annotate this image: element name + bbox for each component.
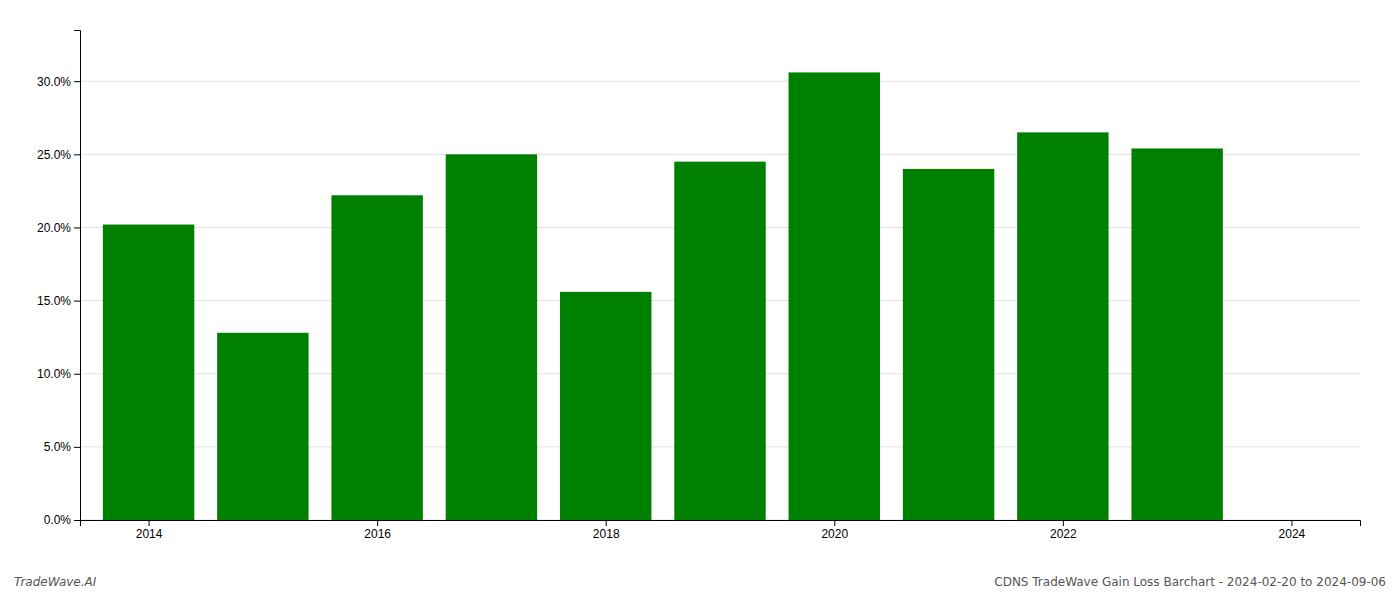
x-tick-label: 2016 — [364, 527, 391, 541]
x-tick-mark — [377, 520, 378, 526]
x-tick-label: 2024 — [1279, 527, 1306, 541]
y-tick-mark — [74, 301, 80, 302]
x-tick-label: 2022 — [1050, 527, 1077, 541]
y-tick-label: 10.0% — [37, 367, 71, 381]
bar — [903, 169, 994, 520]
x-tick: 2020 — [821, 520, 848, 541]
y-tick-mark — [74, 227, 80, 228]
bar — [331, 195, 422, 520]
x-tick: 2022 — [1050, 520, 1077, 541]
x-tick-label: 2014 — [136, 527, 163, 541]
x-tick: 2024 — [1279, 520, 1306, 541]
x-tick: 2018 — [593, 520, 620, 541]
footer-left: TradeWave.AI — [14, 575, 97, 589]
grid-line — [80, 81, 1360, 82]
x-tick: 2016 — [364, 520, 391, 541]
y-tick-label: 25.0% — [37, 148, 71, 162]
x-tick: 2014 — [136, 520, 163, 541]
y-tick-label: 20.0% — [37, 221, 71, 235]
chart: 2014 2016 2018 2020 2022 2024 0.0% 5.0% 10.0% 15.… — [0, 0, 1400, 600]
y-tick-label: 5.0% — [44, 440, 72, 454]
y-tick-mark — [74, 520, 80, 521]
x-tick-label: 2020 — [821, 527, 848, 541]
bar — [1017, 132, 1108, 520]
x-tick-mark — [606, 520, 607, 526]
y-tick: 15.0% — [37, 294, 80, 308]
y-tick: 10.0% — [37, 367, 80, 381]
y-tick: 20.0% — [37, 221, 80, 235]
x-tick-mark — [1063, 520, 1064, 526]
x-axis-line — [81, 521, 1361, 527]
y-tick: 25.0% — [37, 148, 80, 162]
y-tick-mark — [74, 154, 80, 155]
y-tick: 30.0% — [37, 75, 80, 89]
y-tick-mark — [74, 81, 80, 82]
x-tick-label: 2018 — [593, 527, 620, 541]
bar — [560, 292, 651, 520]
bars — [103, 72, 1223, 520]
y-axis: 0.0% 5.0% 10.0% 15.0% 20.0% 25.0% 30.0% — [37, 31, 81, 528]
grid — [80, 81, 1360, 520]
plot-area: 2014 2016 2018 2020 2022 2024 0.0% 5.0% 10.0% 15.… — [37, 31, 1361, 541]
x-tick-mark — [1291, 520, 1292, 526]
bar — [1131, 148, 1222, 520]
bar — [446, 154, 537, 520]
y-axis-line — [74, 31, 81, 521]
y-tick-mark — [74, 447, 80, 448]
y-tick: 5.0% — [44, 440, 80, 454]
y-tick: 0.0% — [44, 513, 80, 527]
bar — [217, 333, 308, 520]
bar — [103, 225, 194, 520]
x-tick-mark — [149, 520, 150, 526]
title: CDNS TradeWave Gain Loss Barchart - 2024… — [994, 575, 1386, 589]
y-tick-label: 0.0% — [44, 513, 72, 527]
y-tick-label: 30.0% — [37, 75, 71, 89]
bar — [789, 72, 880, 520]
x-tick-mark — [834, 520, 835, 526]
y-tick-label: 15.0% — [37, 294, 71, 308]
x-axis: 2014 2016 2018 2020 2022 2024 — [81, 520, 1361, 541]
bar — [674, 162, 765, 520]
y-tick-mark — [74, 374, 80, 375]
